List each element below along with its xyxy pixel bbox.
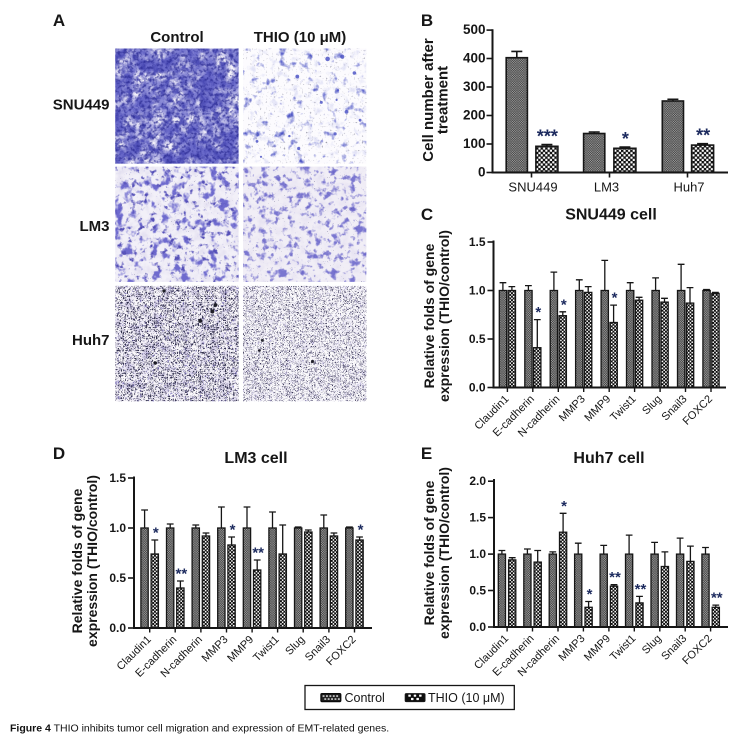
svg-text:0.0: 0.0 bbox=[109, 621, 126, 635]
svg-text:Relative folds of geneexpressi: Relative folds of geneexpression (THIO/c… bbox=[421, 467, 452, 639]
svg-text:THIO (10 μM): THIO (10 μM) bbox=[254, 29, 347, 46]
svg-text:*: * bbox=[230, 522, 236, 539]
svg-text:LM3: LM3 bbox=[80, 218, 110, 235]
svg-text:**: ** bbox=[635, 581, 647, 598]
svg-text:B: B bbox=[421, 11, 433, 30]
svg-text:0.5: 0.5 bbox=[469, 584, 486, 598]
svg-text:Figure 4 THIO inhibits tumor c: Figure 4 THIO inhibits tumor cell migrat… bbox=[10, 723, 389, 735]
svg-text:1.0: 1.0 bbox=[109, 521, 126, 535]
svg-text:*: * bbox=[358, 522, 364, 539]
svg-text:*: * bbox=[612, 290, 618, 307]
svg-text:Cell number aftertreatment: Cell number aftertreatment bbox=[420, 38, 452, 162]
svg-text:SNU449: SNU449 bbox=[508, 180, 557, 195]
svg-text:2.0: 2.0 bbox=[469, 474, 486, 488]
svg-text:Huh7: Huh7 bbox=[72, 332, 110, 349]
svg-text:0.0: 0.0 bbox=[469, 620, 486, 634]
svg-text:E: E bbox=[421, 444, 432, 463]
svg-text:**: ** bbox=[711, 590, 723, 607]
svg-text:*: * bbox=[535, 304, 541, 321]
svg-text:LM3 cell: LM3 cell bbox=[224, 450, 287, 467]
svg-text:*: * bbox=[622, 129, 629, 149]
svg-text:**: ** bbox=[252, 545, 264, 562]
svg-text:*: * bbox=[153, 525, 159, 542]
svg-text:***: *** bbox=[537, 127, 558, 147]
svg-text:SNU449 cell: SNU449 cell bbox=[565, 207, 657, 224]
svg-text:A: A bbox=[53, 11, 65, 30]
svg-text:1.5: 1.5 bbox=[109, 471, 126, 485]
svg-text:Control: Control bbox=[150, 29, 203, 46]
svg-text:D: D bbox=[53, 444, 65, 463]
svg-text:Relative folds of geneexpressi: Relative folds of geneexpression (THIO/c… bbox=[421, 230, 452, 402]
svg-text:**: ** bbox=[609, 569, 621, 586]
svg-text:LM3: LM3 bbox=[594, 180, 619, 195]
svg-text:Huh7: Huh7 bbox=[673, 180, 704, 195]
svg-text:1.0: 1.0 bbox=[469, 284, 486, 298]
svg-text:200: 200 bbox=[463, 108, 486, 123]
svg-text:1.5: 1.5 bbox=[469, 511, 486, 525]
svg-text:**: ** bbox=[176, 566, 188, 583]
svg-text:Huh7 cell: Huh7 cell bbox=[573, 450, 644, 467]
svg-text:*: * bbox=[587, 586, 593, 603]
svg-text:1.5: 1.5 bbox=[469, 235, 486, 249]
svg-text:400: 400 bbox=[463, 51, 486, 66]
svg-text:Control: Control bbox=[345, 691, 385, 705]
svg-text:**: ** bbox=[696, 126, 710, 146]
svg-text:0: 0 bbox=[478, 165, 486, 180]
svg-text:1.0: 1.0 bbox=[469, 547, 486, 561]
svg-text:0.5: 0.5 bbox=[469, 332, 486, 346]
svg-text:Relative folds of geneexpressi: Relative folds of geneexpression (THIO/c… bbox=[69, 475, 100, 647]
svg-text:100: 100 bbox=[463, 136, 486, 151]
svg-text:0.5: 0.5 bbox=[109, 571, 126, 585]
svg-text:SNU449: SNU449 bbox=[53, 97, 110, 114]
svg-text:300: 300 bbox=[463, 79, 486, 94]
svg-text:0.0: 0.0 bbox=[469, 381, 486, 395]
svg-text:C: C bbox=[421, 205, 433, 224]
svg-text:*: * bbox=[561, 296, 567, 313]
svg-text:*: * bbox=[561, 498, 567, 515]
svg-text:THIO (10 μM): THIO (10 μM) bbox=[428, 691, 505, 705]
svg-text:500: 500 bbox=[463, 22, 486, 37]
